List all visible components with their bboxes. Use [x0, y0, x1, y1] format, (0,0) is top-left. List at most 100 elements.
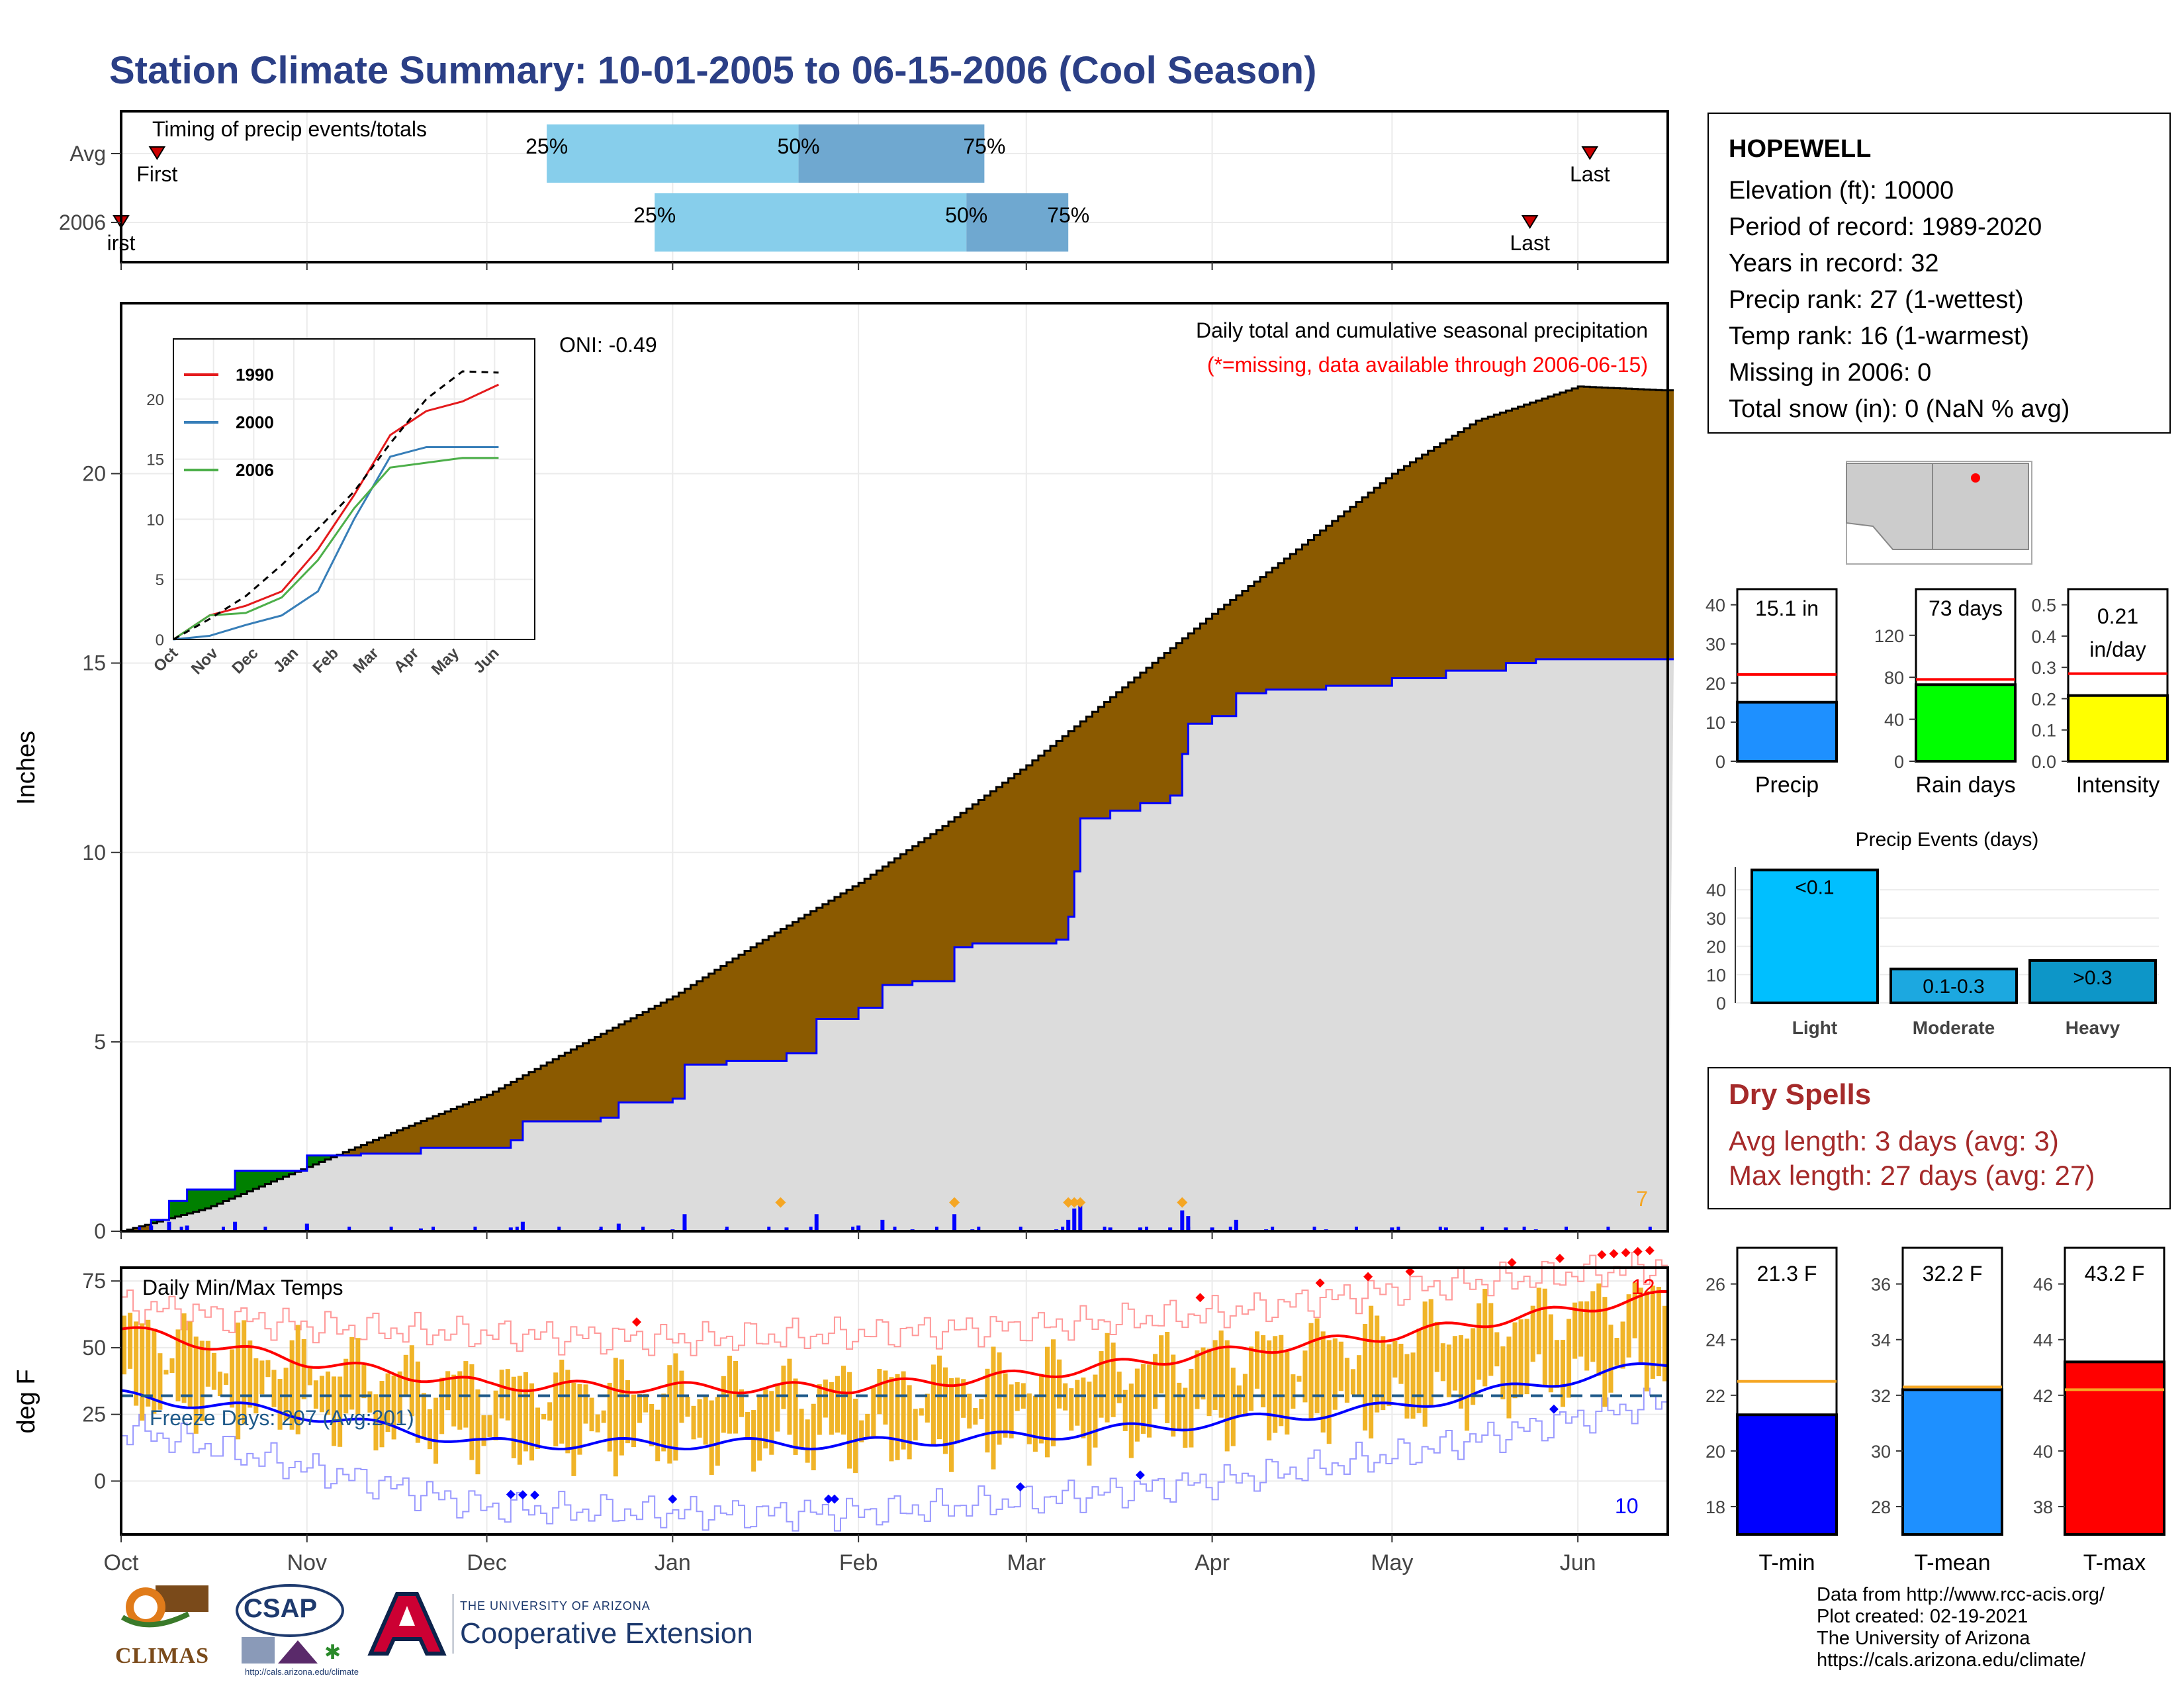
record-high-marker [632, 1317, 641, 1327]
inset-y-tick-label: 10 [146, 511, 164, 529]
daily-temp-bar [469, 1364, 475, 1460]
daily-temp-bar [1410, 1352, 1416, 1419]
daily-temp-bar [1387, 1344, 1392, 1407]
daily-temp-bar [1650, 1286, 1655, 1379]
record-low-marker [530, 1490, 540, 1500]
summary-bar-charts: 0 10 20 30 40 15.1 in Precip 0 40 80 120 73 days Rai… [1706, 588, 2169, 798]
intensity-y-tick-label: 0.1 [2031, 721, 2056, 741]
inset-y-tick-label: 5 [156, 571, 164, 589]
avg-tmin-line [120, 1362, 1668, 1451]
trace-precip-bar [1522, 1227, 1526, 1231]
daily-temp-bar [763, 1389, 768, 1449]
month-label: Feb [839, 1550, 878, 1575]
climas-wordmark: CLIMAS [114, 1644, 210, 1668]
daily-precip-bar [185, 1225, 189, 1231]
daily-temp-bar [1452, 1336, 1457, 1391]
daily-temp-bar [1105, 1333, 1110, 1423]
daily-precip-bar [682, 1214, 687, 1231]
timing-quartile-label: 75% [1047, 203, 1089, 227]
daily-temp-bar [919, 1408, 924, 1416]
tmax-y-tick-label: 38 [2033, 1497, 2053, 1517]
timing-quartile-bar-light [547, 124, 799, 183]
daily-temp-bar [1153, 1354, 1158, 1409]
tmean-bar [1901, 1388, 2003, 1536]
daily-temp-bar [1236, 1385, 1242, 1417]
daily-temp-bar [1512, 1322, 1518, 1399]
daily-temp-bar [445, 1371, 451, 1411]
daily-temp-bar [535, 1407, 541, 1449]
station-period: Period of record: 1989-2020 [1729, 213, 2042, 241]
daily-temp-bar [1471, 1328, 1476, 1405]
daily-temp-bar [1099, 1351, 1104, 1418]
daily-temp-bar [1128, 1383, 1134, 1458]
daily-temp-bar [841, 1366, 846, 1435]
daily-temp-bar [338, 1376, 343, 1447]
timing-quartile-bar-light [655, 193, 967, 252]
daily-precip-bar [167, 1221, 171, 1231]
record-low-marker [518, 1490, 527, 1500]
daily-temp-bar [1291, 1374, 1296, 1409]
daily-temp-bar [487, 1415, 492, 1437]
daily-temp-bar [1488, 1303, 1494, 1376]
daily-temp-bar [811, 1403, 816, 1471]
trace-precip-bar [851, 1227, 855, 1231]
daily-temp-bar [601, 1410, 606, 1423]
daily-temp-bar [511, 1376, 516, 1458]
temp-summary-charts: 18 20 22 24 26 21.3 F T-min 28 30 32 34 36 32.2 F T-m… [1706, 1246, 2165, 1575]
daily-temp-bar [631, 1394, 636, 1448]
daily-temp-bar [1261, 1335, 1266, 1407]
daily-temp-bar [1201, 1347, 1206, 1400]
daily-precip-bar [880, 1219, 885, 1231]
page-title: Station Climate Summary: 10-01-2005 to 0… [109, 49, 1316, 92]
station-info-box: HOPEWELL Elevation (ft): 10000 Period of… [1707, 113, 2171, 434]
record-high-marker [1363, 1272, 1373, 1282]
daily-precip-bar [233, 1221, 238, 1231]
daily-temp-bar [373, 1394, 379, 1451]
daily-temp-bar [661, 1393, 666, 1452]
daily-temp-bar [787, 1358, 792, 1435]
daily-temp-bar [1314, 1318, 1320, 1413]
daily-temp-bar [1560, 1340, 1566, 1407]
trace-precip-bar [599, 1227, 603, 1231]
daily-temp-bar [385, 1373, 390, 1432]
inset-legend-label: 2000 [236, 412, 274, 432]
timing-title: Timing of precip events/totals [152, 117, 427, 141]
record-low-marker [823, 1494, 833, 1504]
daily-precip-bar [1390, 1227, 1394, 1231]
trace-precip-bar [725, 1227, 729, 1231]
daily-temp-bar [859, 1420, 864, 1442]
daily-precip-bar [1186, 1216, 1191, 1231]
daily-temp-bar [1230, 1368, 1236, 1446]
daily-temp-bar [391, 1376, 396, 1440]
daily-temp-bar [1009, 1384, 1014, 1438]
trace-precip-bar [263, 1227, 267, 1231]
daily-precip-bar [418, 1228, 423, 1231]
daily-temp-bar [1369, 1305, 1374, 1439]
daily-temp-bar [1578, 1301, 1584, 1357]
daily-temp-bar [1134, 1368, 1140, 1442]
station-missing: Missing in 2006: 0 [1729, 359, 1932, 387]
daily-temp-bar [1434, 1321, 1439, 1372]
daily-temp-bar [439, 1378, 445, 1434]
daily-temp-bar [343, 1358, 349, 1414]
daily-temp-bar [349, 1336, 355, 1410]
inset-series-line [173, 457, 499, 641]
daily-temp-bar [1638, 1288, 1643, 1364]
tmax-y-tick-label: 40 [2033, 1442, 2053, 1462]
daily-temp-bar [1026, 1393, 1032, 1444]
record-high-marker [1195, 1293, 1205, 1303]
daily-temp-bar [1584, 1301, 1590, 1371]
intensity-y-tick-label: 0.2 [2031, 689, 2056, 709]
daily-temp-bar [122, 1315, 127, 1375]
event-bar-moderate [1889, 967, 2018, 1004]
daily-temp-bar [193, 1336, 199, 1434]
daily-temp-bar [1548, 1314, 1553, 1393]
daily-precip-bar [1168, 1227, 1173, 1231]
daily-temp-bar [1656, 1287, 1661, 1376]
daily-precip-bar [1072, 1208, 1077, 1231]
daily-temp-bar [1477, 1303, 1482, 1380]
daily-temp-bar [146, 1319, 151, 1407]
precip-y-tick-label: 15 [82, 651, 106, 675]
avg-cumulative-area [121, 386, 1674, 1232]
